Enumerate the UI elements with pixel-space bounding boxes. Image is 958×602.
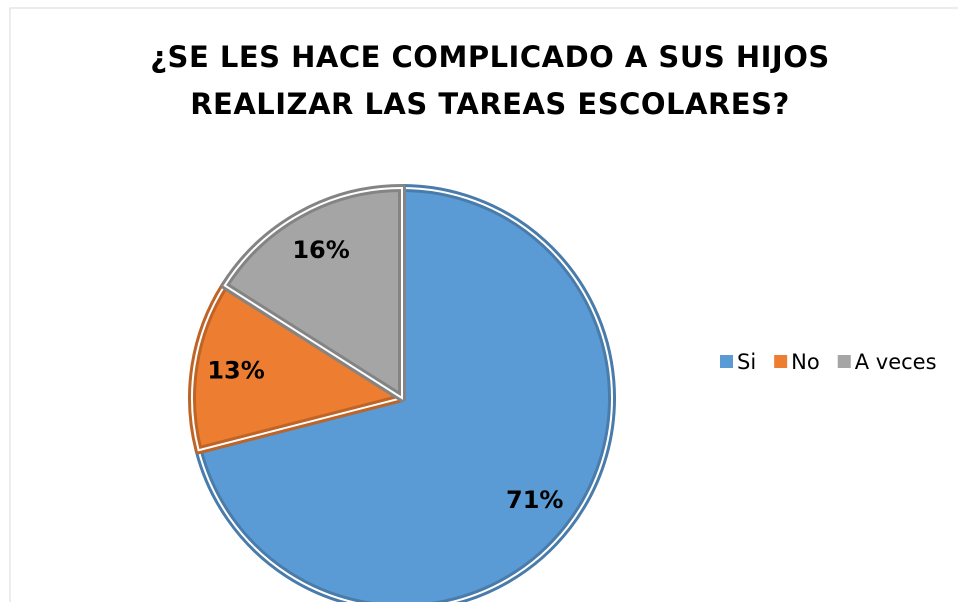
legend-label: A veces	[855, 350, 937, 374]
legend-label: No	[791, 350, 820, 374]
legend-label: Si	[737, 350, 756, 374]
chart-frame	[9, 7, 958, 602]
legend-swatch	[837, 355, 851, 368]
slice-separator	[191, 284, 405, 452]
data-label: 13%	[207, 357, 264, 385]
legend-swatch	[720, 355, 733, 368]
legend-swatch	[774, 355, 788, 368]
data-label: 71%	[506, 486, 563, 514]
slice-separator	[197, 186, 613, 602]
data-label: 16%	[292, 236, 349, 264]
slice-separator	[223, 186, 403, 400]
chart-title: ¿SE LES HACE COMPLICADO A SUS HIJOS REAL…	[150, 40, 830, 121]
